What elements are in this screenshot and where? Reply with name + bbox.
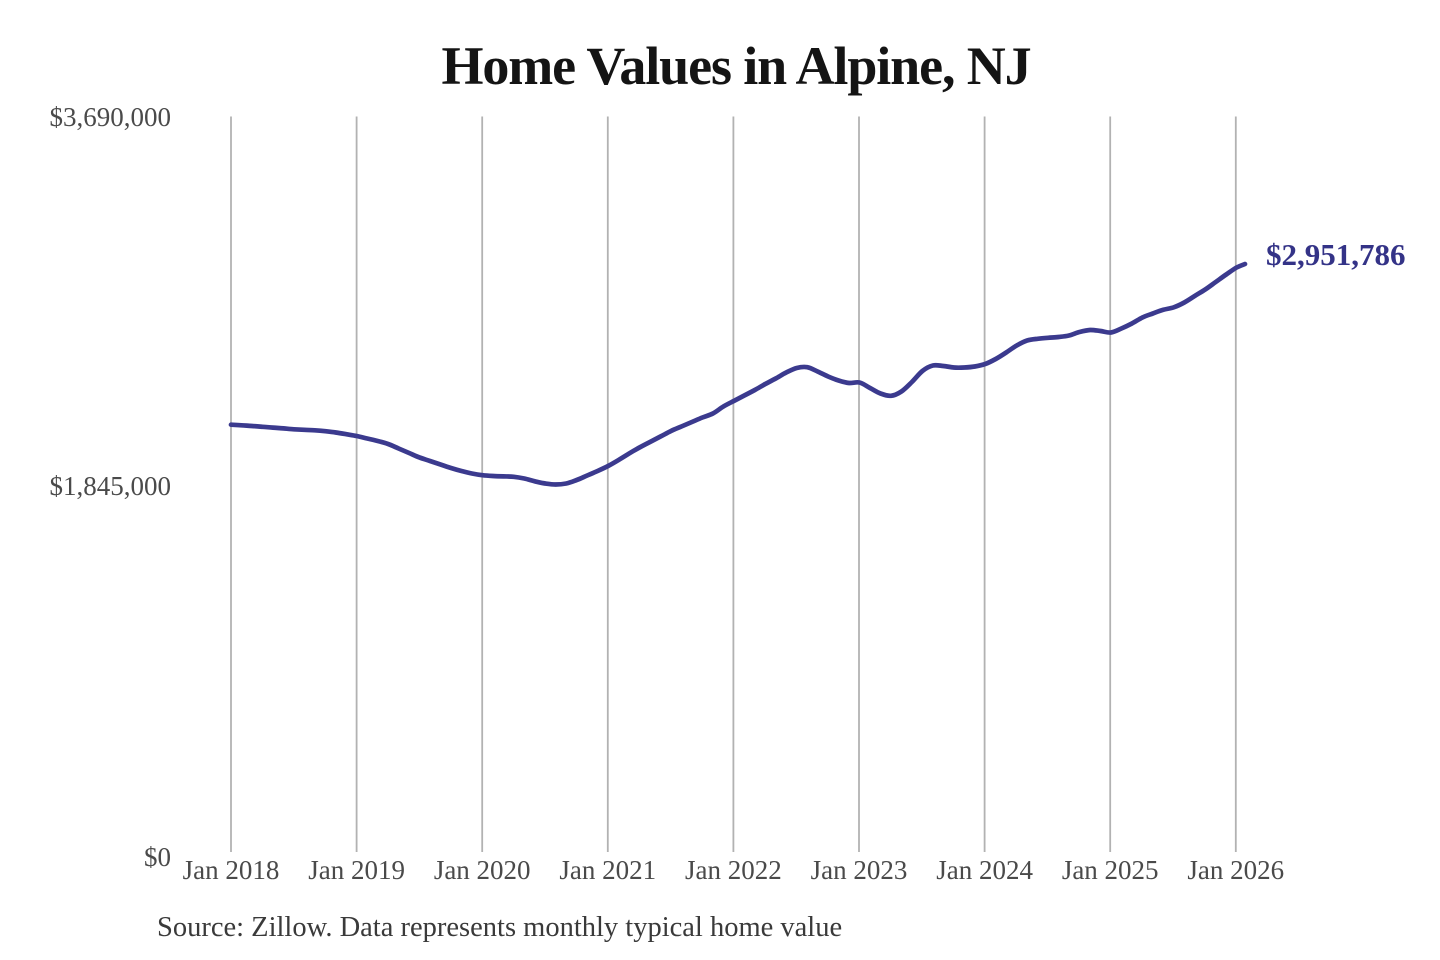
svg-text:$2,951,786: $2,951,786 <box>1266 237 1406 272</box>
svg-text:Source: Zillow. Data represent: Source: Zillow. Data represents monthly … <box>157 912 842 943</box>
svg-text:$0: $0 <box>144 842 171 872</box>
svg-text:Jan 2018: Jan 2018 <box>183 855 280 885</box>
svg-text:$1,845,000: $1,845,000 <box>50 471 172 501</box>
svg-text:Jan 2026: Jan 2026 <box>1187 855 1284 885</box>
svg-text:Jan 2025: Jan 2025 <box>1062 855 1159 885</box>
svg-text:Jan 2024: Jan 2024 <box>936 855 1033 885</box>
svg-text:Jan 2019: Jan 2019 <box>308 855 405 885</box>
svg-text:Jan 2022: Jan 2022 <box>685 855 782 885</box>
svg-text:Jan 2021: Jan 2021 <box>559 855 656 885</box>
svg-text:Home Values in Alpine, NJ: Home Values in Alpine, NJ <box>441 36 1030 96</box>
svg-text:$3,690,000: $3,690,000 <box>50 102 172 132</box>
svg-text:Jan 2020: Jan 2020 <box>434 855 531 885</box>
svg-text:Jan 2023: Jan 2023 <box>811 855 908 885</box>
